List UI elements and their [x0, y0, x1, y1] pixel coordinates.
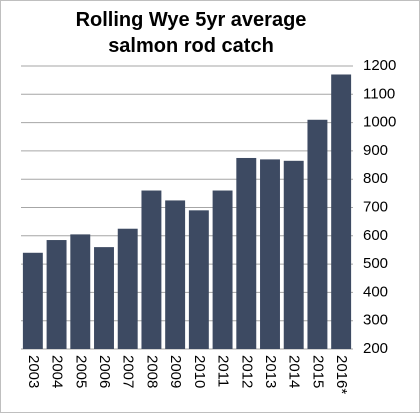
- y-tick-label: 500: [363, 255, 388, 272]
- x-tick-label: 2015: [309, 355, 326, 388]
- x-tick-label: 2004: [49, 355, 66, 388]
- x-tick-label: 2016*: [333, 355, 350, 394]
- y-tick-label: 400: [363, 283, 388, 300]
- x-tick-label: 2011: [215, 355, 232, 387]
- bar: [46, 240, 67, 349]
- x-tick-label: 2007: [120, 355, 137, 388]
- y-tick-label: 600: [363, 227, 388, 244]
- y-tick-label: 200: [363, 340, 388, 357]
- x-tick-label: 2014: [286, 355, 303, 388]
- y-tick-label: 1200: [363, 57, 396, 74]
- y-tick-label: 900: [363, 142, 388, 159]
- y-tick-label: 1000: [363, 114, 396, 131]
- x-tick-label: 2013: [262, 355, 279, 388]
- bar: [22, 252, 43, 349]
- bar: [165, 200, 186, 349]
- bar: [188, 210, 209, 349]
- bar: [117, 228, 138, 349]
- bar: [283, 160, 304, 349]
- bar: [236, 157, 257, 349]
- x-tick-label: 2010: [191, 355, 208, 388]
- bar: [70, 234, 91, 349]
- bar: [307, 119, 328, 350]
- y-tick-label: 300: [363, 312, 388, 329]
- y-tick-label: 1100: [363, 85, 395, 102]
- x-tick-label: 2012: [238, 355, 255, 388]
- x-tick-label: 2009: [167, 355, 184, 388]
- x-tick-label: 2006: [96, 355, 113, 388]
- x-tick-label: 2008: [143, 355, 160, 388]
- x-tick-label: 2005: [72, 355, 89, 388]
- y-tick-label: 700: [363, 198, 388, 215]
- x-tick-label: 2003: [25, 355, 42, 388]
- bar: [212, 190, 233, 349]
- bar: [260, 159, 280, 349]
- y-tick-label: 800: [363, 170, 388, 187]
- bar: [141, 190, 162, 349]
- bar: [331, 74, 352, 350]
- chart-title: Rolling Wye 5yr average salmon rod catch: [75, 9, 307, 57]
- bar: [94, 247, 114, 349]
